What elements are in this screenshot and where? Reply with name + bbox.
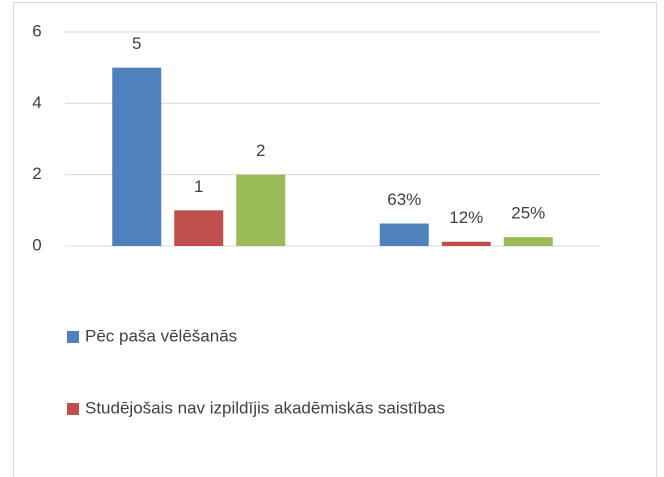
bar	[379, 223, 429, 246]
legend-label: Pēc paša vēlēšanās	[85, 326, 237, 345]
y-tick-label: 6	[32, 21, 41, 40]
bar	[503, 237, 553, 246]
bar	[112, 67, 162, 247]
data-label: 25%	[511, 204, 545, 223]
data-label: 63%	[387, 190, 421, 209]
bar	[441, 241, 491, 246]
bar	[236, 174, 286, 246]
y-tick-label: 4	[32, 93, 41, 112]
legend-swatch	[67, 403, 79, 415]
bar	[174, 210, 224, 246]
data-label: 12%	[449, 208, 483, 227]
data-label: 2	[256, 141, 265, 160]
data-label: 1	[194, 177, 203, 196]
data-label: 5	[132, 34, 141, 53]
y-tick-label: 0	[32, 235, 41, 254]
legend-label: Studējošais nav izpildījis akadēmiskās s…	[85, 398, 445, 417]
legend-swatch	[67, 331, 79, 343]
y-tick-label: 2	[32, 164, 41, 183]
